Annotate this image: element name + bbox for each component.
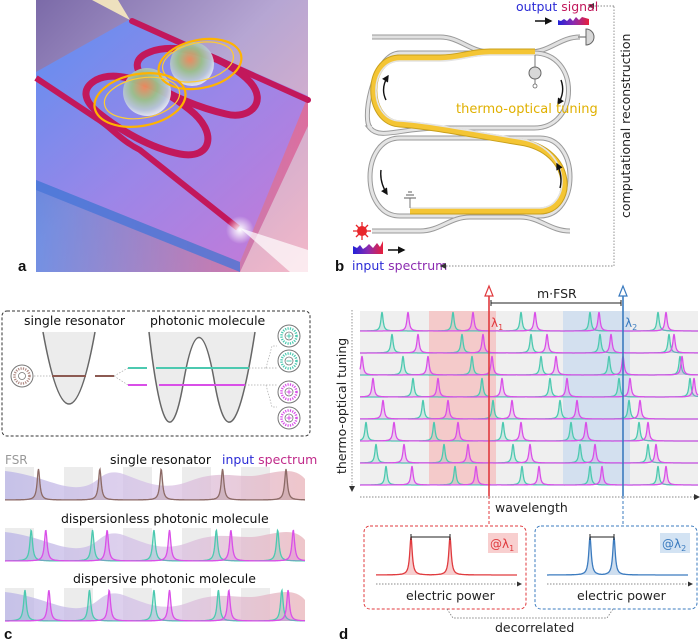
row-title-dispersionless: dispersionless photonic molecule	[61, 511, 269, 526]
panel-c-spectra	[5, 467, 306, 622]
inset-title-photonic-molecule: photonic molecule	[150, 313, 266, 328]
mode-icon-teal-plus	[277, 324, 301, 348]
bus-waveguide-bottom-outline	[372, 214, 571, 234]
lambda1-power-trace	[376, 536, 517, 576]
light-source-icon	[353, 222, 371, 240]
panel-c: single resonator photonic molecule	[1, 310, 317, 641]
panel-a: a	[18, 0, 311, 275]
lambda2-power-trace	[547, 536, 688, 576]
tuning-map	[359, 311, 699, 486]
lambda2-power-box	[534, 525, 698, 610]
double-potential-well	[148, 331, 256, 423]
at-lambda2-label: @λ2	[662, 537, 686, 553]
y-axis-label: thermo-optical tuning	[334, 338, 349, 474]
x-axis-label: wavelength	[495, 500, 568, 515]
at-lambda1-label: @λ1	[490, 537, 514, 553]
lower-ring	[368, 136, 572, 218]
chip-front-edge	[36, 180, 240, 272]
energy-diagram-inset	[1, 310, 311, 437]
panel-d: thermo-optical tuning wavelength m·FSR λ…	[334, 284, 700, 641]
lambda1-arrowhead	[484, 284, 494, 297]
row-title-dispersive: dispersive photonic molecule	[73, 571, 256, 586]
mode-icon-teal-minus	[277, 349, 301, 373]
single-potential-well	[42, 331, 96, 405]
output-light-beam	[240, 228, 308, 272]
circulation-arrow-3	[380, 169, 388, 196]
input-spectrum-glyph	[353, 241, 383, 254]
decorrelated-bracket	[446, 608, 614, 619]
sphere-1	[170, 42, 214, 86]
panel-b-letter: b	[335, 258, 344, 275]
lambda2-axis-label: electric power	[577, 588, 667, 603]
field-loop-2b	[103, 76, 181, 120]
lambda1-power-box	[363, 525, 527, 610]
sphere-2	[123, 68, 171, 116]
panel-c-letter: c	[4, 626, 12, 641]
photodetector-icon	[585, 28, 595, 46]
double-potential-fill	[149, 332, 255, 423]
fsr-label: FSR	[5, 453, 28, 467]
field-loop-1b	[161, 41, 235, 83]
at-lambda1-badge	[488, 533, 518, 553]
input-light-beam	[92, 0, 130, 20]
input-spectrum-label: input spectrum	[352, 258, 447, 273]
panel-d-letter: d	[339, 626, 348, 641]
bus-waveguide-bottom	[34, 75, 240, 231]
computational-reconstruction-label: computational reconstruction	[618, 34, 633, 218]
circulation-arrow-4	[556, 162, 563, 189]
panel-a-letter: a	[18, 258, 27, 275]
lambda1-axis-label: electric power	[406, 588, 496, 603]
mode-icon-magenta-plus-1	[277, 380, 301, 404]
lambda2-arrowhead	[618, 284, 628, 297]
output-signal-glyph	[558, 17, 589, 25]
mode-icon-magenta-plus-2	[277, 406, 301, 430]
row-title-single: single resonator	[110, 452, 212, 467]
inset-title-single-resonator: single resonator	[24, 313, 126, 328]
lambda2-label: λ2	[625, 316, 637, 332]
mfsr-label: m·FSR	[537, 286, 577, 301]
input-spectrum-legend: input spectrum	[222, 452, 317, 467]
at-lambda2-badge	[660, 533, 690, 553]
lambda1-label: λ1	[491, 316, 503, 332]
thermo-optical-tuning-label: thermo-optical tuning	[456, 102, 598, 117]
bus-waveguide-bottom	[372, 215, 571, 233]
output-light-flare	[226, 216, 254, 244]
field-loop-2	[93, 72, 187, 128]
single-ring-mode-icon	[10, 364, 34, 388]
output-signal-label: output signal	[516, 0, 598, 14]
thermo-optical-heater	[371, 49, 567, 214]
circulation-arrow-2	[557, 79, 564, 106]
panel-b: input spectrum output signal thermo-opti…	[335, 0, 633, 275]
circulation-arrow-1	[382, 74, 389, 101]
current-source-icon	[528, 66, 542, 80]
decorrelated-label: decorrelated	[495, 620, 574, 635]
